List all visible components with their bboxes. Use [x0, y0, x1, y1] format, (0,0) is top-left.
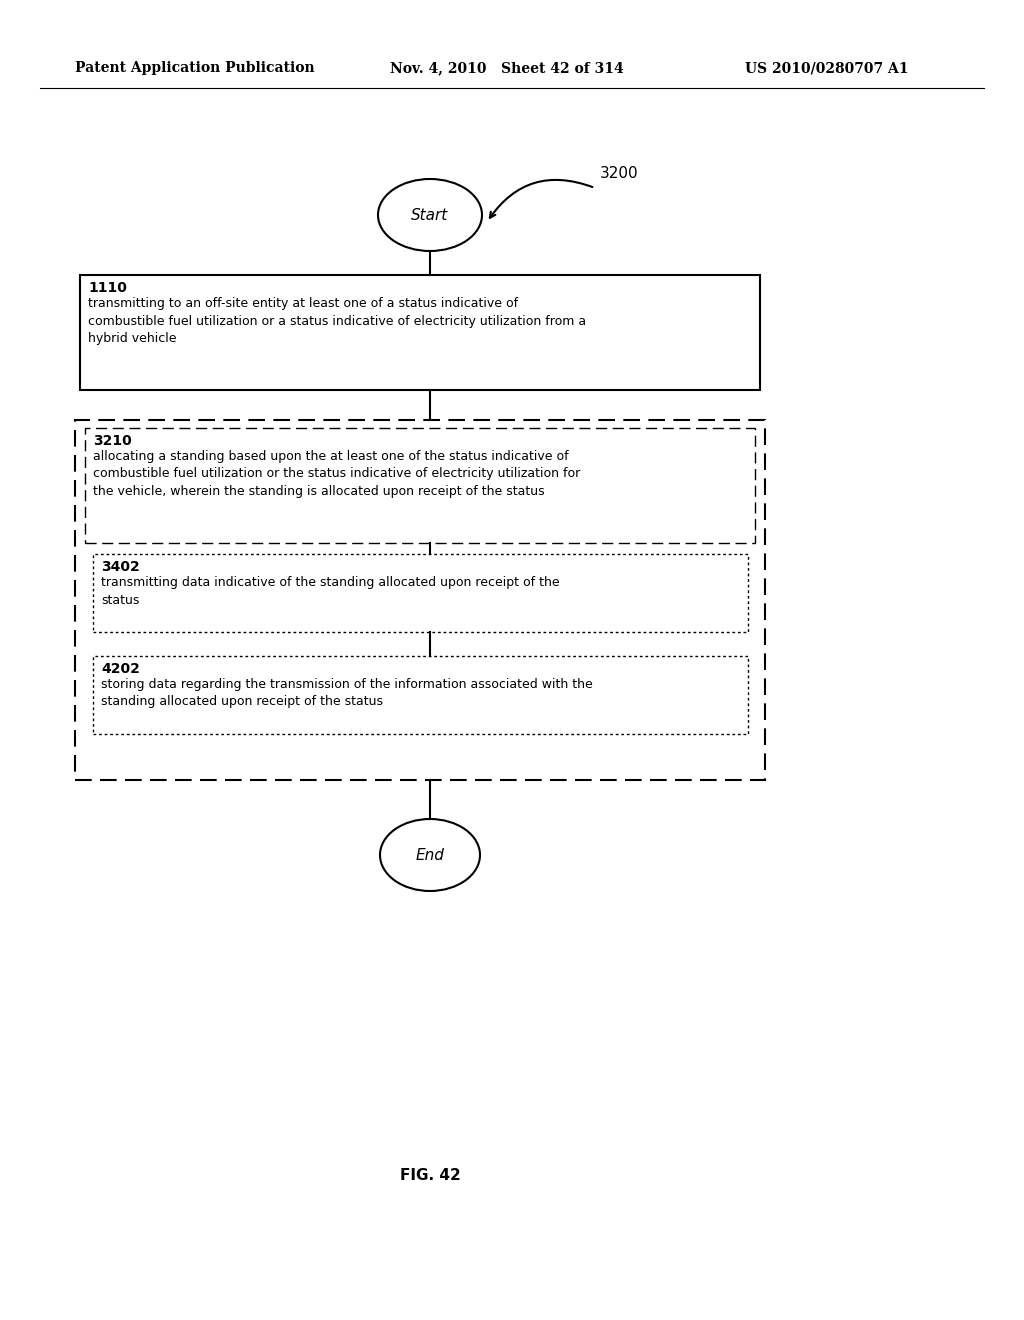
- Bar: [93, 554, 748, 632]
- Text: Start: Start: [412, 207, 449, 223]
- Text: End: End: [416, 847, 444, 862]
- Bar: [93, 656, 748, 734]
- Text: transmitting to an off-site entity at least one of a status indicative of
combus: transmitting to an off-site entity at le…: [88, 297, 586, 345]
- Text: Patent Application Publication: Patent Application Publication: [75, 61, 314, 75]
- Bar: [75, 420, 765, 780]
- Bar: [80, 275, 760, 389]
- Text: 1110: 1110: [88, 281, 127, 294]
- Text: FIG. 42: FIG. 42: [399, 1167, 461, 1183]
- Text: 3200: 3200: [600, 166, 639, 181]
- Text: allocating a standing based upon the at least one of the status indicative of
co: allocating a standing based upon the at …: [93, 450, 581, 498]
- Text: Nov. 4, 2010   Sheet 42 of 314: Nov. 4, 2010 Sheet 42 of 314: [390, 61, 624, 75]
- Bar: [85, 428, 755, 543]
- Text: storing data regarding the transmission of the information associated with the
s: storing data regarding the transmission …: [101, 678, 593, 709]
- Text: 3402: 3402: [101, 560, 139, 574]
- Text: US 2010/0280707 A1: US 2010/0280707 A1: [745, 61, 908, 75]
- Text: transmitting data indicative of the standing allocated upon receipt of the
statu: transmitting data indicative of the stan…: [101, 576, 560, 606]
- Text: 4202: 4202: [101, 663, 140, 676]
- Text: 3210: 3210: [93, 434, 132, 447]
